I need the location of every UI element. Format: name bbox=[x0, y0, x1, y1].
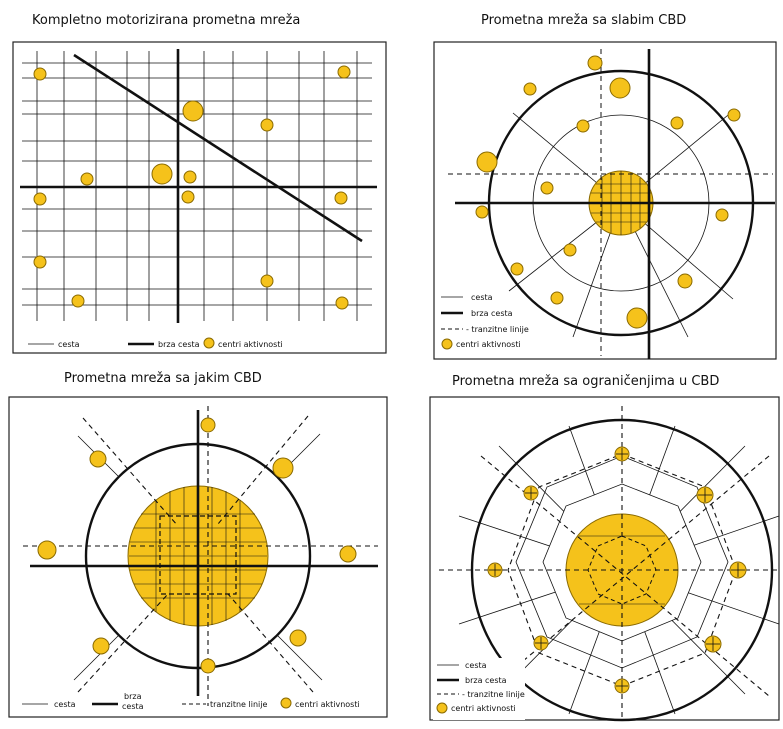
activity-centers bbox=[33, 65, 351, 310]
road-grid bbox=[22, 51, 372, 321]
legend-center-icon bbox=[441, 338, 453, 350]
legend: cesta brza cesta - tranzitne linije cent… bbox=[441, 293, 529, 350]
legend-expressway-label: brza cesta bbox=[158, 340, 200, 349]
expressways bbox=[455, 49, 775, 359]
activity-centers bbox=[487, 446, 747, 694]
panel-3-diagram: cesta brza cesta tranzitne linije centri… bbox=[8, 396, 388, 718]
expressways bbox=[20, 49, 377, 323]
center-crosshairs bbox=[489, 448, 745, 692]
legend-center-icon bbox=[436, 702, 448, 714]
legend-transit-label: - tranzitne linije bbox=[466, 325, 529, 334]
legend-expressway-label: brza cesta bbox=[465, 676, 507, 685]
legend-transit-label: - tranzitne linije bbox=[462, 690, 525, 699]
panel-4-title: Prometna mreža sa ograničenjima u CBD bbox=[452, 374, 720, 389]
legend-road-label: cesta bbox=[54, 700, 76, 709]
panel-1-diagram: cesta brza cesta centri aktivnosti bbox=[12, 41, 387, 354]
activity-centers bbox=[475, 55, 741, 329]
panel-1-title: Kompletno motorizirana prometna mreža bbox=[32, 13, 301, 28]
legend-centers-label: centri aktivnosti bbox=[451, 704, 516, 713]
legend-road-label: cesta bbox=[465, 661, 487, 670]
legend-centers-label: centri aktivnosti bbox=[456, 340, 521, 349]
panel-fully-motorized: cesta brza cesta centri aktivnosti bbox=[12, 41, 388, 355]
transit-lines bbox=[448, 49, 773, 356]
legend-expressway-label-1: brza bbox=[124, 692, 142, 701]
legend-expressway-label: brza cesta bbox=[471, 309, 513, 318]
panel-2-title: Prometna mreža sa slabim CBD bbox=[481, 13, 687, 28]
legend-road-label: cesta bbox=[471, 293, 493, 302]
transit-lines bbox=[23, 406, 378, 706]
legend-center-icon bbox=[203, 337, 215, 349]
legend-transit-label: tranzitne linije bbox=[210, 700, 267, 709]
expressways bbox=[30, 410, 378, 696]
legend-centers-label: centri aktivnosti bbox=[218, 340, 283, 349]
panel-strong-cbd: cesta brza cesta tranzitne linije centri… bbox=[8, 396, 389, 719]
panel-weak-cbd: cesta brza cesta - tranzitne linije cent… bbox=[433, 41, 779, 360]
panel-2-diagram: cesta brza cesta - tranzitne linije cent… bbox=[433, 41, 777, 360]
legend-background bbox=[433, 658, 525, 720]
panel-3-title: Prometna mreža sa jakim CBD bbox=[64, 371, 262, 386]
legend-road-label: cesta bbox=[58, 340, 80, 349]
legend: cesta brza cesta tranzitne linije centri… bbox=[22, 692, 360, 711]
panel-restricted-cbd: cesta brza cesta - tranzitne linije cent… bbox=[429, 396, 781, 722]
legend-center-icon bbox=[280, 697, 292, 709]
legend: cesta brza cesta - tranzitne linije cent… bbox=[433, 658, 525, 720]
legend-expressway-label-2: cesta bbox=[122, 702, 144, 711]
activity-centers bbox=[37, 417, 357, 674]
legend-centers-label: centri aktivnosti bbox=[295, 700, 360, 709]
panel-4-diagram: cesta brza cesta - tranzitne linije cent… bbox=[429, 396, 780, 722]
legend: cesta brza cesta centri aktivnosti bbox=[28, 337, 283, 349]
